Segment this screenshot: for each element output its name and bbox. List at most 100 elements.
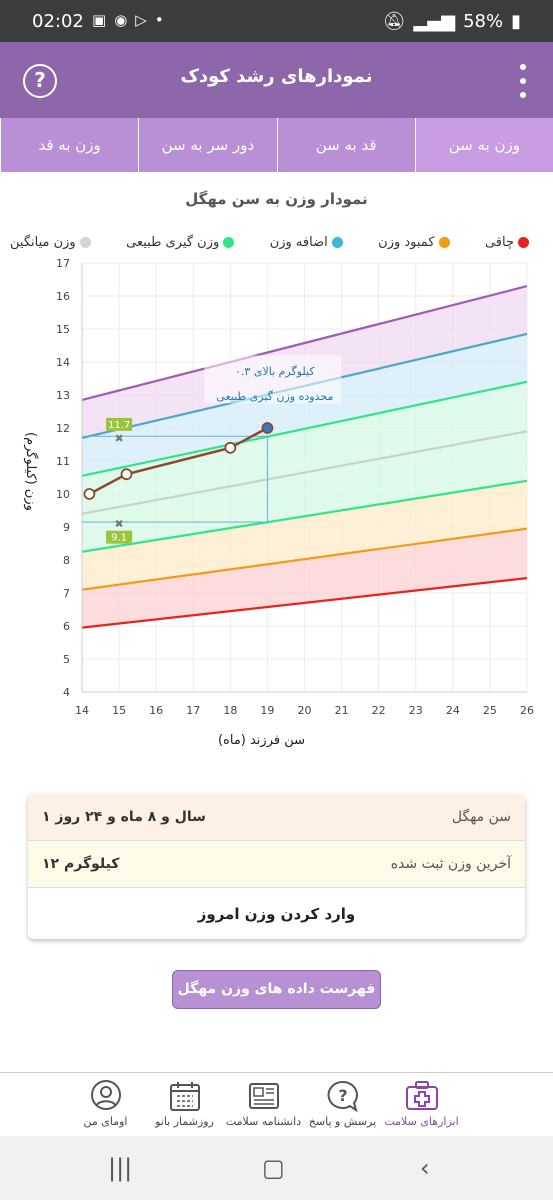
x-tick-label: 24 (446, 704, 460, 717)
marker-label-box (106, 530, 133, 544)
calendar-icon (169, 1082, 200, 1111)
battery-level: 58% (463, 11, 504, 32)
y-tick-label: 5 (63, 653, 70, 666)
y-tick-label: 8 (63, 554, 70, 567)
x-tick-label: 16 (149, 704, 163, 717)
nav-label: دانشنامه سلامت (225, 1115, 302, 1128)
status-right: 🔕︎ ▂▄▆ 58% ▮ (383, 11, 521, 32)
nav-qa[interactable]: ? پرسش و پاسخ (303, 1073, 382, 1136)
nav-health-tools[interactable]: ابزارهای سلامت (382, 1073, 461, 1136)
legend-dot-icon (517, 236, 529, 248)
marker-x-icon: ✖ (114, 432, 123, 445)
legend-label: وزن میانگین (10, 234, 76, 250)
x-tick-label: 21 (335, 704, 349, 717)
band-line-green-bottom-line (81, 479, 528, 553)
band-line-red-line (81, 577, 528, 629)
data-point (83, 488, 96, 500)
legend-dot-icon (79, 236, 91, 248)
weight-for-age-chart[interactable]: 14 15 16 17 18 19 20 21 22 23 24 25 26 4 5 6 7 8 9 10 11 12 13… (0, 255, 553, 725)
y-tick-label: 13 (56, 389, 70, 402)
nav-label: ابزارهای سلامت (384, 1115, 459, 1128)
info-card: سن مهگل ۱ سال و ۸ ماه و ۲۴ روز آخرین وزن… (28, 794, 525, 939)
band-fill (82, 333, 527, 476)
weight-list-button[interactable]: فهرست داده های وزن مهگل (172, 970, 381, 1009)
legend-label: چاقی (484, 234, 514, 250)
bottom-nav: ابزارهای سلامت ? پرسش و پاسخ دانشنامه سل… (0, 1072, 553, 1136)
legend-label: اضافه وزن (269, 234, 328, 250)
nav-label: روزشمار بانو (155, 1115, 214, 1128)
data-point (224, 441, 237, 454)
chart-tabs: وزن به سن قد به سن دور سر به سن وزن به ق… (0, 118, 553, 172)
svg-text:?: ? (338, 1086, 347, 1105)
chart-title: نمودار وزن به سن مهگل (185, 190, 368, 208)
age-value: ۱ سال و ۸ ماه و ۲۴ روز (42, 809, 206, 825)
image-notification-icon: ▣ (92, 11, 107, 29)
y-tick-label: 16 (56, 290, 70, 303)
nav-label: اومای من (83, 1115, 128, 1128)
y-tick-label: 17 (56, 257, 70, 270)
x-tick-label: 18 (223, 704, 237, 717)
dot-notification-icon: • (154, 11, 164, 29)
battery-icon: ▮ (511, 11, 521, 32)
legend-obese[interactable]: چاقی (485, 235, 529, 250)
page-title: نمودارهای رشد کودک (180, 66, 373, 87)
annotation-line-2: محدوده وزن گیری طبیعی (216, 390, 333, 403)
menu-dot-icon (520, 78, 526, 84)
band-line-median-line (81, 430, 528, 515)
marker-label: 9.1 (111, 533, 127, 544)
band-fill (82, 480, 527, 590)
annotation-line-1: ۰.۳ کیلوگرم بالای (235, 365, 315, 378)
legend-median[interactable]: وزن میانگین (10, 235, 91, 250)
signal-icon: ▂▄▆ (413, 11, 456, 32)
band-line-green-top-line (81, 380, 528, 477)
home-icon[interactable]: ▢ (262, 1154, 285, 1182)
legend-dot-icon (223, 236, 235, 248)
band-line-purple-line (81, 285, 528, 402)
tab-height-for-age[interactable]: قد به سن (276, 118, 415, 172)
tab-weight-for-height[interactable]: وزن به قد (0, 118, 138, 172)
x-tick-label: 17 (186, 704, 200, 717)
legend-overweight[interactable]: اضافه وزن (270, 235, 343, 250)
x-tick-label: 23 (409, 704, 423, 717)
legend-label: وزن گیری طبیعی (126, 234, 220, 250)
tab-weight-for-age[interactable]: وزن به سن (414, 118, 553, 172)
legend-dot-icon (438, 236, 450, 248)
y-tick-label: 11 (56, 455, 70, 468)
back-icon[interactable]: ‹ (420, 1154, 430, 1182)
legend-label: کمبود وزن (378, 234, 435, 250)
y-tick-label: 4 (63, 686, 70, 699)
weight-label: آخرین وزن ثبت شده (390, 856, 511, 872)
marker-label-box (106, 417, 133, 431)
y-tick-label: 10 (56, 488, 70, 501)
help-button[interactable]: ? (23, 64, 57, 98)
newspaper-icon (248, 1083, 279, 1109)
tab-head-for-age[interactable]: دور سر به سن (138, 118, 276, 172)
recent-apps-icon[interactable]: ||| (108, 1154, 133, 1182)
y-tick-label: 14 (56, 356, 70, 369)
age-row: سن مهگل ۱ سال و ۸ ماه و ۲۴ روز (28, 794, 525, 841)
status-bar: 02:02 ▣ ◉ ▷ • 🔕︎ ▂▄▆ 58% ▮ (0, 0, 553, 42)
nav-calendar[interactable]: روزشمار بانو (145, 1073, 224, 1136)
x-tick-label: 25 (483, 704, 497, 717)
enter-today-weight-button[interactable]: وارد کردن وزن امروز (28, 888, 525, 939)
chart-legend: چاقی کمبود وزن اضافه وزن وزن گیری طبیعی … (10, 230, 529, 254)
y-tick-label: 15 (56, 323, 70, 336)
x-tick-label: 19 (260, 704, 274, 717)
legend-normal[interactable]: وزن گیری طبیعی (126, 234, 235, 250)
marker-x-icon: ✖ (114, 518, 123, 531)
marker-label: 11.7 (108, 420, 130, 431)
nav-encyclopedia[interactable]: دانشنامه سلامت (224, 1073, 303, 1136)
more-menu-button[interactable] (517, 64, 529, 98)
x-tick-label: 15 (112, 704, 126, 717)
question-bubble-icon: ? (327, 1080, 358, 1113)
system-nav-bar: ||| ▢ ‹ (0, 1136, 553, 1200)
legend-underweight[interactable]: کمبود وزن (378, 234, 450, 250)
notification-icons: ▣ ◉ ▷ • (92, 11, 164, 29)
weight-value: ۱۲ کیلوگرم (42, 856, 120, 872)
annotation-box (204, 355, 342, 404)
x-axis-label: سن فرزند (ماه) (217, 733, 306, 748)
band-fill (82, 528, 527, 628)
nav-profile[interactable]: اومای من (66, 1073, 145, 1136)
band-line-orange-line (81, 527, 528, 591)
x-tick-label: 22 (372, 704, 386, 717)
